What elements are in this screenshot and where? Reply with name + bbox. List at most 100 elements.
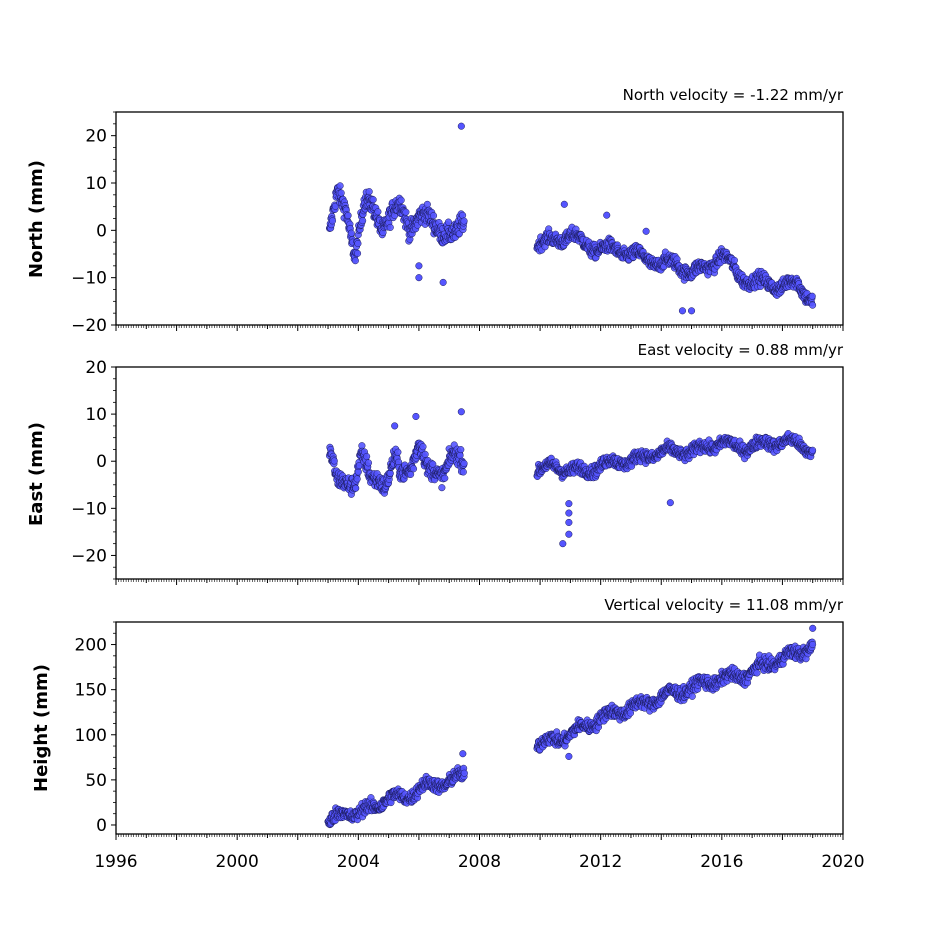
east-point xyxy=(412,412,420,421)
east-point xyxy=(364,459,373,467)
north-ytick-label: 0 xyxy=(96,221,107,241)
east-ytick-label: 10 xyxy=(85,405,107,425)
east-point xyxy=(565,500,573,508)
north-point xyxy=(328,217,337,225)
east-ytick-label: 0 xyxy=(96,452,107,472)
east-point xyxy=(394,448,402,456)
north-ytick-label: −10 xyxy=(71,269,107,289)
height-axes xyxy=(115,621,844,835)
north-points xyxy=(326,122,817,315)
height-point xyxy=(459,750,467,758)
east-ytick-label: −10 xyxy=(71,499,107,519)
north-point xyxy=(439,278,447,286)
north-point xyxy=(460,217,468,225)
east-point xyxy=(409,465,418,473)
height-point xyxy=(626,709,635,717)
east-axes xyxy=(115,366,844,580)
north-point xyxy=(642,227,650,235)
east-ytick-label: 20 xyxy=(85,358,107,378)
north-point xyxy=(603,211,611,219)
north-point xyxy=(353,249,362,257)
height-xtick-label: 2020 xyxy=(821,852,864,872)
height-panel: Vertical velocity = 11.08 mm/yr Height (… xyxy=(31,596,865,872)
north-point xyxy=(336,182,344,190)
north-point xyxy=(687,307,696,315)
east-panel: East velocity = 0.88 mm/yr East (mm) −20… xyxy=(26,341,844,585)
east-point xyxy=(565,518,573,527)
east-xticks xyxy=(115,579,844,585)
east-point xyxy=(459,468,467,476)
east-point xyxy=(559,540,567,548)
east-point xyxy=(438,484,446,492)
north-point xyxy=(365,188,373,196)
north-point xyxy=(730,256,738,264)
north-point xyxy=(354,240,362,248)
north-point xyxy=(415,274,423,282)
north-point xyxy=(374,208,382,216)
north-point xyxy=(808,292,816,300)
north-panel: North velocity = -1.22 mm/yr North (mm) … xyxy=(26,86,844,336)
east-point xyxy=(456,451,464,459)
east-title: East velocity = 0.88 mm/yr xyxy=(638,341,844,359)
height-xticks: 1996 2000 2004 2008 2012 2016 2020 xyxy=(94,834,865,872)
north-point xyxy=(560,200,568,208)
height-points xyxy=(324,624,817,829)
height-xtick-label: 2000 xyxy=(216,852,259,872)
east-point xyxy=(441,474,449,482)
east-yticks: −20 −10 0 10 20 xyxy=(71,358,116,580)
east-point xyxy=(457,446,465,454)
height-point xyxy=(460,769,468,777)
north-point xyxy=(347,229,355,237)
height-point xyxy=(688,692,696,700)
east-point xyxy=(363,452,371,461)
north-point xyxy=(457,122,465,130)
north-point xyxy=(369,196,377,204)
height-point xyxy=(753,669,761,677)
height-ytick-label: 0 xyxy=(96,816,107,836)
north-axes xyxy=(115,111,844,326)
north-point xyxy=(351,257,359,265)
east-points xyxy=(326,408,817,548)
north-xticks xyxy=(115,325,844,331)
north-point xyxy=(402,208,410,216)
east-point xyxy=(352,484,360,492)
north-point xyxy=(359,217,367,225)
east-point xyxy=(460,459,468,468)
north-point xyxy=(809,301,817,309)
height-title: Vertical velocity = 11.08 mm/yr xyxy=(604,596,844,614)
east-point xyxy=(353,475,361,483)
east-point xyxy=(421,450,429,458)
north-point xyxy=(344,211,352,220)
height-ytick-label: 150 xyxy=(75,681,107,701)
east-point xyxy=(809,446,817,454)
height-xtick-label: 2012 xyxy=(579,852,622,872)
height-ytick-label: 50 xyxy=(85,771,107,791)
height-ylabel: Height (mm) xyxy=(31,664,52,792)
height-xtick-label: 1996 xyxy=(94,852,137,872)
height-ytick-label: 100 xyxy=(75,726,107,746)
north-ytick-label: 20 xyxy=(85,127,107,147)
east-ytick-label: −20 xyxy=(71,546,107,566)
north-point xyxy=(337,189,345,197)
height-yticks: 0 50 100 150 200 xyxy=(75,621,116,836)
east-point xyxy=(457,408,465,416)
north-point xyxy=(429,212,438,220)
height-point xyxy=(565,752,573,760)
east-point xyxy=(565,530,573,538)
north-ytick-label: 10 xyxy=(85,174,107,194)
east-point xyxy=(391,422,399,430)
north-point xyxy=(397,196,405,204)
north-point xyxy=(444,218,452,226)
north-point xyxy=(423,200,431,208)
east-point xyxy=(330,457,338,465)
north-ytick-label: −20 xyxy=(71,316,107,336)
east-point xyxy=(419,443,427,451)
height-xtick-label: 2016 xyxy=(700,852,743,872)
north-yticks: −20 −10 0 10 20 xyxy=(71,111,116,336)
height-xtick-label: 2004 xyxy=(337,852,380,872)
height-point xyxy=(809,624,817,632)
north-ylabel: North (mm) xyxy=(26,160,47,278)
north-point xyxy=(415,262,423,270)
east-point xyxy=(386,469,394,477)
north-title: North velocity = -1.22 mm/yr xyxy=(623,86,844,104)
